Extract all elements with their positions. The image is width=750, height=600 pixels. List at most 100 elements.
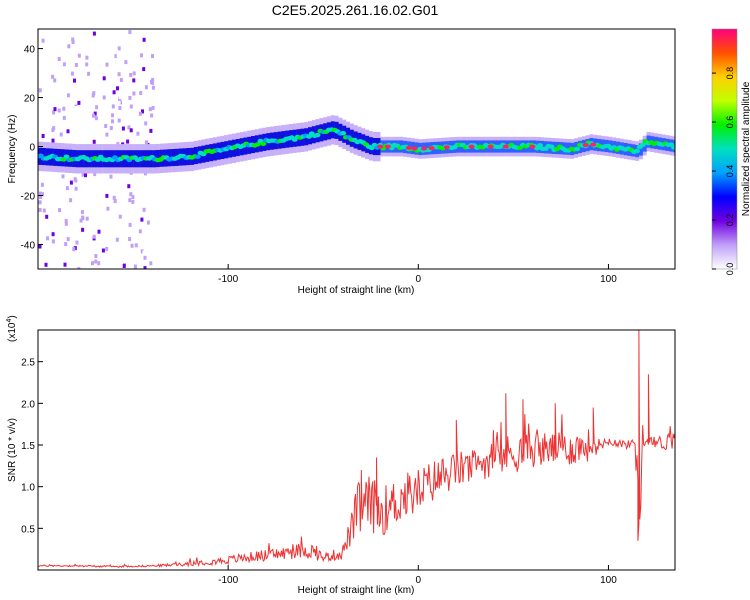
spectrogram-cell (101, 248, 105, 253)
spectrogram-cell (131, 227, 135, 232)
spectrogram-cell (46, 236, 49, 241)
spectrogram-cell (537, 143, 543, 148)
spectrogram-cell (140, 217, 144, 222)
spectrogram-cell (150, 79, 153, 84)
spectrogram-cell (127, 125, 131, 130)
spectrogram-cell (68, 232, 71, 237)
spectrogram-cell (139, 91, 143, 95)
spectrogram-cell (126, 265, 130, 269)
spectrogram-cell (54, 69, 58, 74)
snr-axes: -100 0 100 0.5 1.0 1.5 2.0 2.5 (21, 358, 617, 586)
spectrogram-cell (97, 261, 101, 266)
spectrogram-cell (118, 106, 122, 110)
snr-frame (37, 329, 676, 571)
spectrogram-cell (97, 175, 101, 180)
spectrogram-hotspot (468, 144, 475, 149)
spectrogram-cell (53, 107, 57, 112)
spectrogram-cell (114, 54, 118, 59)
spectrogram-cell (132, 78, 136, 83)
x-tick-label: 0 (416, 274, 422, 285)
spectrogram-cell (66, 237, 70, 242)
spectrogram-cell (108, 101, 111, 106)
spectrogram-cell (93, 111, 97, 116)
spectrogram-cell (66, 93, 70, 98)
spectrogram-cell (67, 44, 71, 49)
spectrogram-cell (574, 146, 581, 152)
spectrogram-cell (64, 221, 68, 226)
spectrogram-cell (109, 51, 113, 56)
spectrogram-cell (66, 129, 70, 134)
spectrogram-cell (85, 58, 89, 63)
spectrogram-hotspot (590, 142, 597, 147)
spectrogram-cell (132, 91, 136, 96)
spectrogram-cell (104, 82, 108, 87)
spectrogram-cell (130, 243, 134, 248)
spectrogram-cell (41, 134, 45, 138)
spectrogram-cell (131, 195, 135, 200)
spectrogram-cell (102, 95, 106, 100)
spectrogram-cell (122, 264, 126, 268)
y-tick-label: 20 (24, 94, 36, 105)
spectrogram-cell (63, 154, 70, 159)
y-tick-label: -20 (21, 192, 36, 203)
spectrogram-hotspot (443, 145, 450, 150)
x-tick-label: 0 (416, 575, 422, 586)
spectrogram-frame (37, 28, 676, 270)
spectrogram-cell (151, 54, 154, 59)
spectrogram-cell (59, 132, 63, 137)
spectrogram-cell (151, 105, 155, 110)
spectrogram-cell (194, 154, 201, 159)
snr-series-line (38, 330, 675, 569)
snr-xlabel: Height of straight line (km) (298, 585, 415, 596)
spectrogram-cell (138, 111, 142, 116)
spectrogram-cell (80, 210, 84, 215)
spectrogram-cell (38, 200, 42, 205)
colorbar-tick-label: 0.0 (725, 263, 735, 276)
spectrogram-cell (144, 85, 148, 90)
spectrogram-hotspot (502, 144, 509, 149)
spectrogram-cell (95, 105, 99, 110)
spectrogram-hotspot (428, 146, 435, 151)
spectrogram-cell (73, 124, 77, 129)
spectrogram-cell (82, 245, 86, 250)
spectrogram-cell (41, 192, 44, 197)
spectrogram-cell (105, 132, 109, 137)
spectrogram-cell (119, 78, 123, 82)
spectrogram-cell (73, 177, 77, 182)
spectrogram-cell (61, 174, 65, 179)
spectrogram-cell (62, 106, 66, 111)
spectrogram-cell (69, 180, 73, 185)
spectrogram-cell (129, 192, 133, 197)
spectrogram-cell (81, 215, 85, 220)
spectrogram-cell (128, 95, 132, 100)
spectrogram-cell (48, 225, 52, 230)
spectrogram-cell (124, 60, 128, 65)
spectrogram-cell (85, 62, 89, 67)
y-tick-label: -40 (21, 241, 36, 252)
spectrogram-cell (128, 140, 132, 145)
spectrogram-cell (94, 254, 98, 258)
y-tick-label: 2.0 (21, 399, 35, 410)
spectrogram-cell (140, 53, 143, 58)
spectrogram-cell (126, 139, 130, 144)
spectrogram-cell (67, 257, 71, 262)
spectrogram-cell (548, 144, 555, 149)
spectrogram-cell (91, 127, 95, 131)
spectrogram-cell (117, 100, 121, 105)
spectrogram-cell (260, 141, 267, 146)
spectrogram-cell (51, 47, 55, 52)
spectrogram-cell (128, 237, 132, 242)
spectrogram-cell (92, 234, 96, 239)
spectrogram-cell (73, 78, 76, 83)
spectrogram-cell (671, 145, 675, 150)
spectrogram-cell (72, 247, 76, 252)
spectrogram-cell (122, 129, 126, 134)
spectrogram-cell (62, 115, 66, 120)
spectrogram-cell (117, 118, 121, 123)
spectrogram-cell (634, 148, 640, 154)
spectrogram-cell (52, 110, 56, 115)
spectrogram-cell (151, 85, 155, 90)
x-tick-label: -100 (218, 575, 238, 586)
spectrogram-cell (117, 72, 121, 77)
spectrogram-cell (638, 143, 643, 156)
